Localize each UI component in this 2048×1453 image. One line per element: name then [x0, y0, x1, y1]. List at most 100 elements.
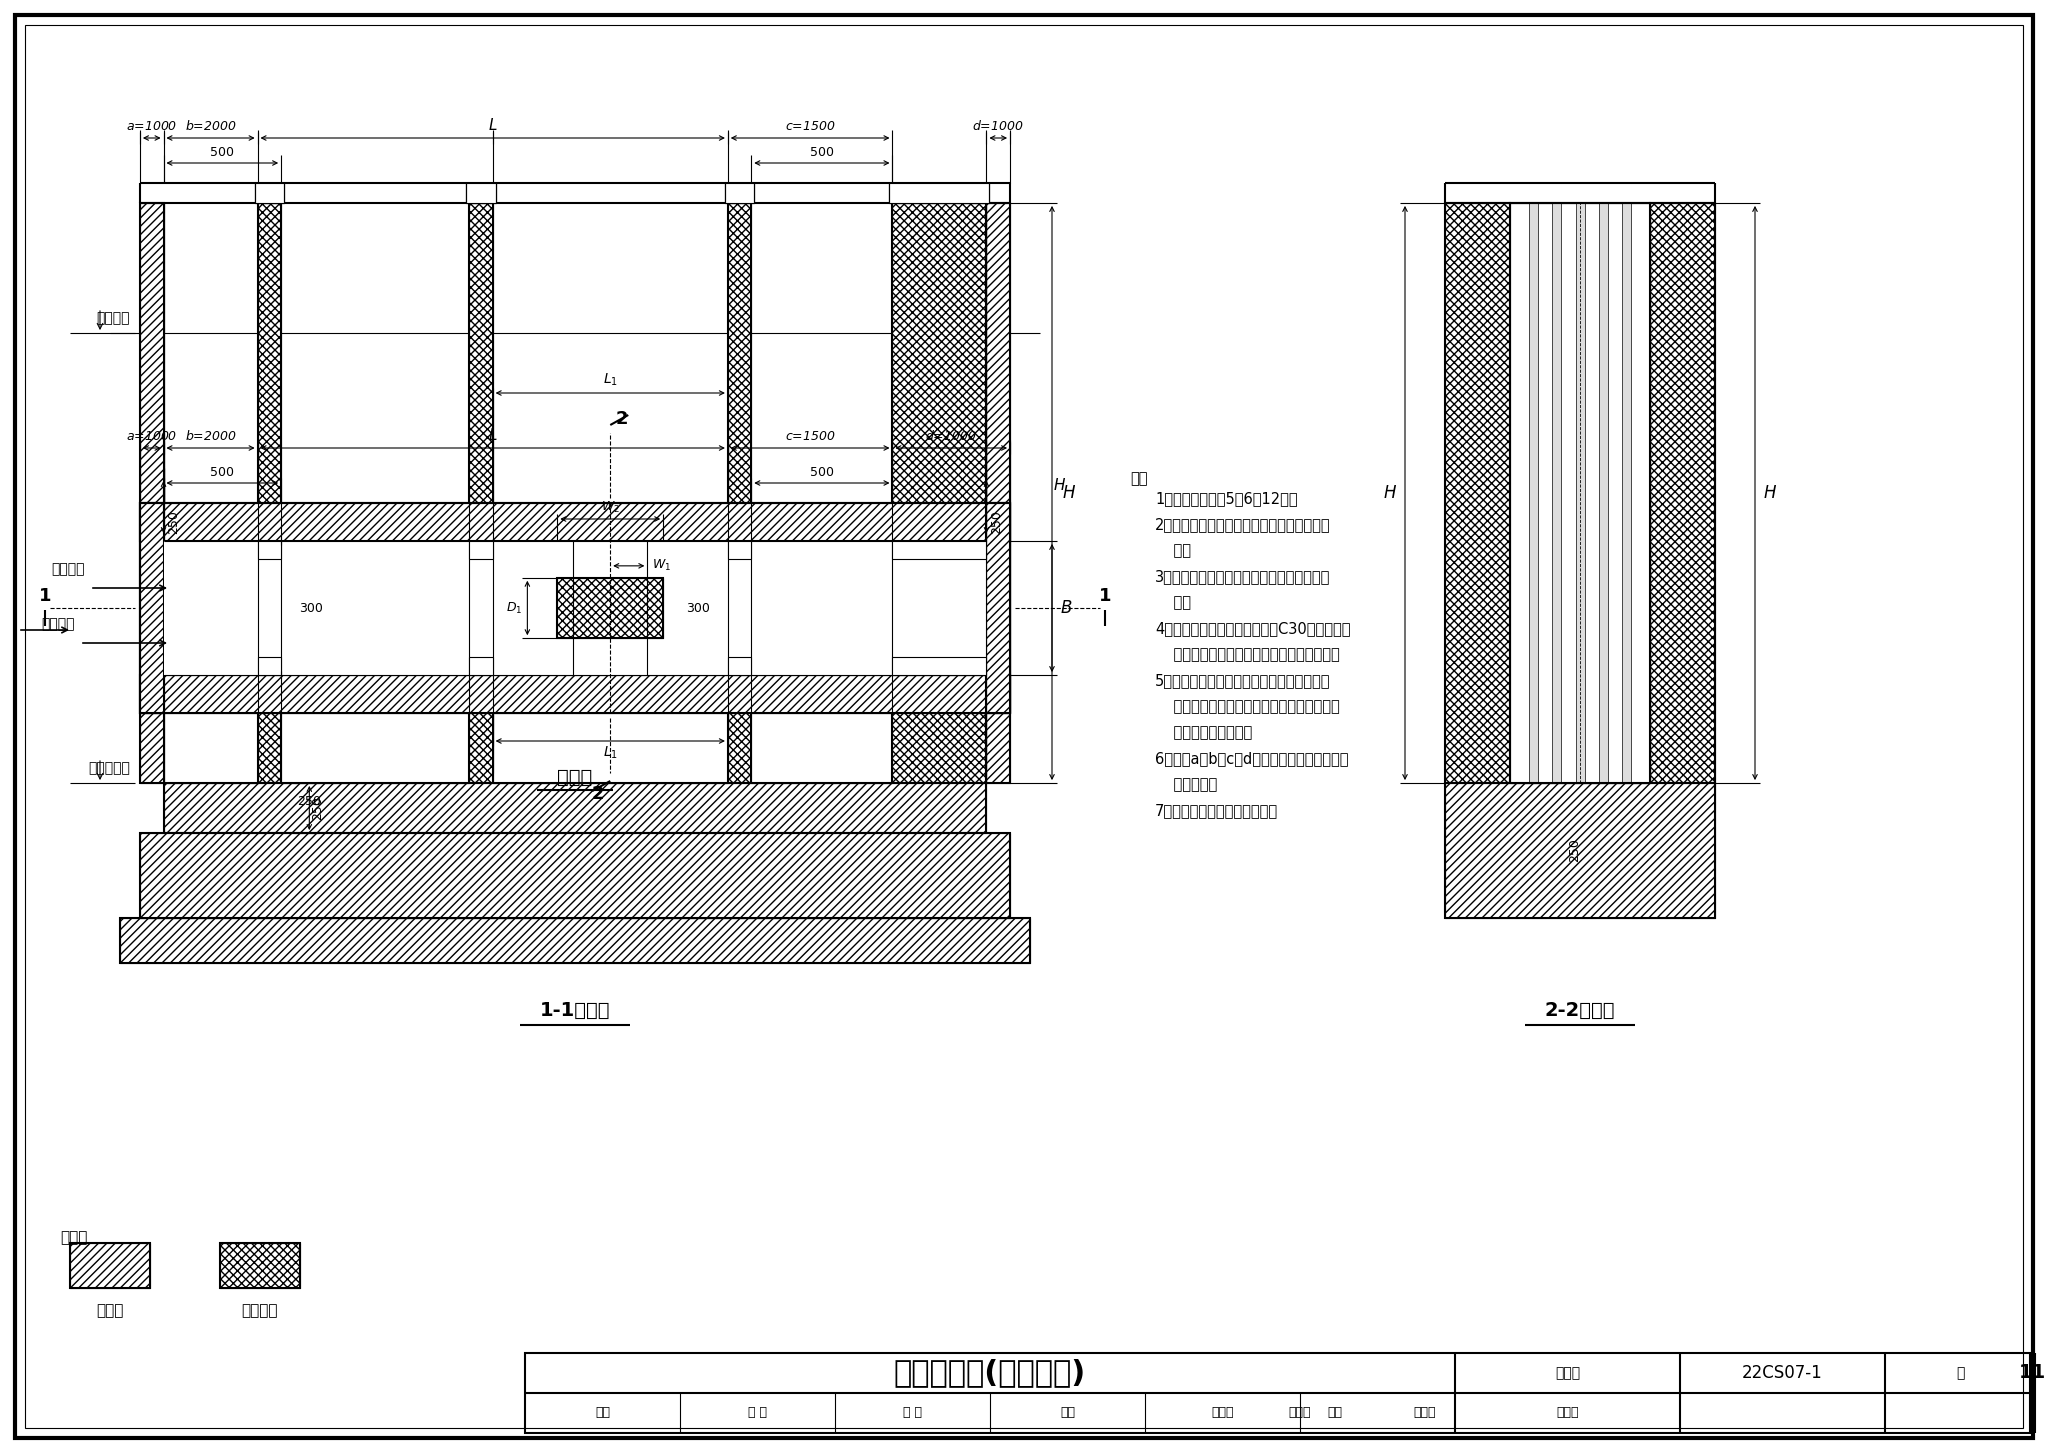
- Text: $L$: $L$: [487, 427, 498, 443]
- Bar: [469, 203, 494, 783]
- Text: 穿骂仪: 穿骂仪: [1556, 1407, 1579, 1420]
- Bar: [1446, 783, 1714, 918]
- Bar: [139, 203, 164, 783]
- Text: 页: 页: [1956, 1366, 1964, 1380]
- Text: 闸室布置图(垂直上拉): 闸室布置图(垂直上拉): [893, 1359, 1085, 1388]
- Text: 250: 250: [168, 510, 180, 533]
- Bar: [258, 657, 281, 676]
- Bar: [987, 203, 1010, 783]
- Text: 2: 2: [616, 410, 629, 429]
- Text: 二次浇筑: 二次浇筑: [242, 1303, 279, 1318]
- Text: 250: 250: [1569, 838, 1581, 863]
- Text: $L_1$: $L_1$: [602, 745, 618, 761]
- Bar: [987, 503, 1010, 713]
- Bar: [121, 918, 1030, 963]
- Text: 300: 300: [299, 602, 324, 615]
- Bar: [164, 783, 987, 833]
- Text: 1: 1: [39, 587, 51, 604]
- Text: 6．图中a、b、c、d为推荐尺寸，具体项目可: 6．图中a、b、c、d为推荐尺寸，具体项目可: [1155, 751, 1348, 766]
- Text: 图集号: 图集号: [1554, 1366, 1581, 1380]
- Bar: [139, 676, 1010, 713]
- Text: 2．格栅及检修门门槽推荐采用混凝土浇筑型: 2．格栅及检修门门槽推荐采用混凝土浇筑型: [1155, 517, 1331, 532]
- Text: 泵闸主体结构混凝土，宜为微膨胀混凝土。: 泵闸主体结构混凝土，宜为微膨胀混凝土。: [1155, 647, 1339, 663]
- Bar: [1446, 783, 1714, 918]
- Bar: [70, 1242, 150, 1287]
- Text: $L_1$: $L_1$: [602, 372, 618, 388]
- Bar: [725, 183, 754, 203]
- Text: $H$: $H$: [1063, 484, 1075, 501]
- Bar: [893, 203, 987, 783]
- Bar: [727, 657, 752, 676]
- Text: 校对: 校对: [1061, 1407, 1075, 1420]
- Text: 审核: 审核: [596, 1407, 610, 1420]
- Text: 2: 2: [592, 785, 604, 804]
- Text: 4．二次浇筑混凝土强度不低于C30，且不低于: 4．二次浇筑混凝土强度不低于C30，且不低于: [1155, 620, 1350, 636]
- Bar: [469, 541, 494, 559]
- Text: 1．图中尺寸见第5、6、12页。: 1．图中尺寸见第5、6、12页。: [1155, 491, 1298, 506]
- Bar: [70, 1242, 150, 1287]
- Text: 强排方向: 强排方向: [51, 562, 86, 575]
- Text: $H$: $H$: [1763, 484, 1778, 501]
- Text: 式。: 式。: [1155, 594, 1192, 610]
- Bar: [725, 183, 754, 203]
- Bar: [121, 918, 1030, 963]
- Bar: [893, 657, 987, 676]
- Bar: [1622, 203, 1630, 783]
- Text: 马智群: 马智群: [1210, 1407, 1233, 1420]
- Text: 闸室底高程: 闸室底高程: [88, 761, 129, 774]
- Bar: [889, 183, 989, 203]
- Bar: [1651, 203, 1714, 783]
- Text: 250: 250: [311, 796, 324, 819]
- Bar: [727, 203, 752, 783]
- Bar: [139, 503, 1010, 541]
- Bar: [139, 833, 1010, 918]
- Text: $H$: $H$: [1382, 484, 1397, 501]
- Bar: [1509, 203, 1651, 783]
- Text: 守芳仪: 守芳仪: [1413, 1407, 1436, 1420]
- Text: $D_1$: $D_1$: [506, 600, 522, 616]
- Text: 李 墉: 李 墉: [748, 1407, 768, 1420]
- Text: 适当调节。: 适当调节。: [1155, 777, 1217, 792]
- Bar: [258, 203, 281, 783]
- Text: 的闸室布置图型式相同，仅具体尺寸不同，: 的闸室布置图型式相同，仅具体尺寸不同，: [1155, 699, 1339, 713]
- Text: 2-2剖面图: 2-2剖面图: [1544, 1001, 1616, 1020]
- Bar: [1651, 203, 1714, 783]
- Bar: [987, 503, 1010, 713]
- Text: $a$=1000: $a$=1000: [127, 430, 178, 443]
- Text: 1: 1: [1098, 587, 1112, 604]
- Bar: [467, 183, 496, 203]
- Bar: [1509, 203, 1651, 783]
- Bar: [1530, 203, 1538, 783]
- Bar: [727, 203, 752, 783]
- Bar: [139, 503, 164, 713]
- Text: 500: 500: [809, 466, 834, 479]
- Text: 7．本图适用于单向输水工况。: 7．本图适用于单向输水工况。: [1155, 804, 1278, 818]
- Text: 3．工作闸门门槽、底槛推荐采用二次浇筑型: 3．工作闸门门槽、底槛推荐采用二次浇筑型: [1155, 570, 1331, 584]
- Bar: [219, 1242, 299, 1287]
- Bar: [164, 783, 987, 833]
- Text: 图例：: 图例：: [59, 1231, 88, 1245]
- Bar: [987, 203, 1010, 783]
- Bar: [1552, 203, 1561, 783]
- Text: $W_1$: $W_1$: [653, 558, 672, 574]
- Text: 11: 11: [2019, 1363, 2046, 1382]
- Bar: [467, 183, 496, 203]
- Bar: [1599, 203, 1608, 783]
- Text: 刃又重: 刃又重: [1288, 1407, 1311, 1420]
- Text: $W_2$: $W_2$: [600, 500, 621, 514]
- Text: $a$=1000: $a$=1000: [127, 121, 178, 134]
- Bar: [889, 183, 989, 203]
- Text: 250: 250: [991, 510, 1004, 533]
- Text: 混凝土: 混凝土: [96, 1303, 123, 1318]
- Bar: [893, 203, 987, 783]
- Bar: [254, 183, 285, 203]
- Bar: [139, 503, 1010, 541]
- Bar: [139, 676, 1010, 713]
- Bar: [524, 1353, 2030, 1433]
- Text: 500: 500: [211, 466, 233, 479]
- Bar: [469, 657, 494, 676]
- Text: 式。: 式。: [1155, 543, 1192, 558]
- Bar: [557, 578, 664, 638]
- Text: $d$=1000: $d$=1000: [926, 429, 977, 443]
- Bar: [469, 203, 494, 783]
